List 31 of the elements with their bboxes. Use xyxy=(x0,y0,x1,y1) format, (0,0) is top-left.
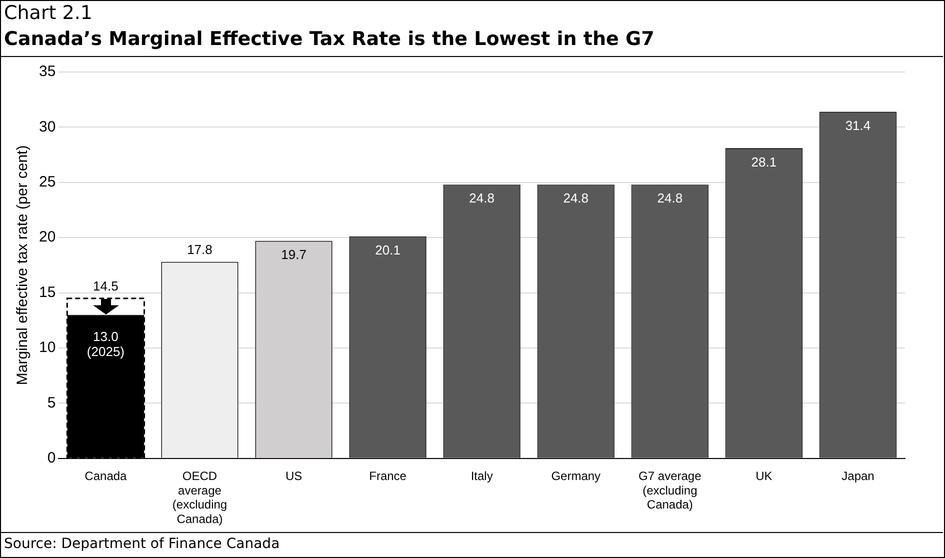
data-label: 17.8 xyxy=(187,242,212,257)
y-tick-label: 20 xyxy=(38,228,56,246)
y-tick-label: 10 xyxy=(38,339,56,356)
y-tick-label: 5 xyxy=(47,394,56,412)
data-label: 24.8 xyxy=(563,190,589,206)
data-label: 20.1 xyxy=(375,242,400,258)
x-tick-label: France xyxy=(369,468,407,483)
x-tick-label: UK xyxy=(756,468,772,483)
y-tick-label: 15 xyxy=(38,284,56,301)
y-tick-label: 35 xyxy=(38,63,56,80)
data-label: 19.7 xyxy=(281,246,306,262)
data-label: 13.0 (2025) xyxy=(86,328,124,359)
y-axis-title: Marginal effective tax rate (per cent) xyxy=(14,145,32,386)
y-tick-label: 25 xyxy=(38,174,56,191)
x-tick-label: Japan xyxy=(842,468,874,483)
data-label: 24.8 xyxy=(469,190,494,206)
y-tick-label: 0 xyxy=(47,450,56,467)
y-tick-label: 30 xyxy=(38,118,56,136)
chart-title: Chart 2.1 xyxy=(4,2,92,24)
data-label: 24.8 xyxy=(657,190,683,206)
data-label: 28.1 xyxy=(751,154,777,170)
data-label: 31.4 xyxy=(845,118,871,133)
x-tick-label: OECD average (excluding Canada) xyxy=(172,468,228,526)
x-tick-label: Germany xyxy=(551,468,601,483)
x-tick-label: G7 average (excluding Canada) xyxy=(638,468,702,512)
x-tick-label: Canada xyxy=(84,468,128,483)
data-label: 14.5 xyxy=(93,278,118,294)
x-tick-label: US xyxy=(285,468,302,483)
x-tick-label: Italy xyxy=(470,468,493,483)
chart-subtitle: Canada’s Marginal Effective Tax Rate is the Lowest in the G7 xyxy=(4,28,654,50)
source-note: Source: Department of Finance Canada xyxy=(4,536,280,552)
